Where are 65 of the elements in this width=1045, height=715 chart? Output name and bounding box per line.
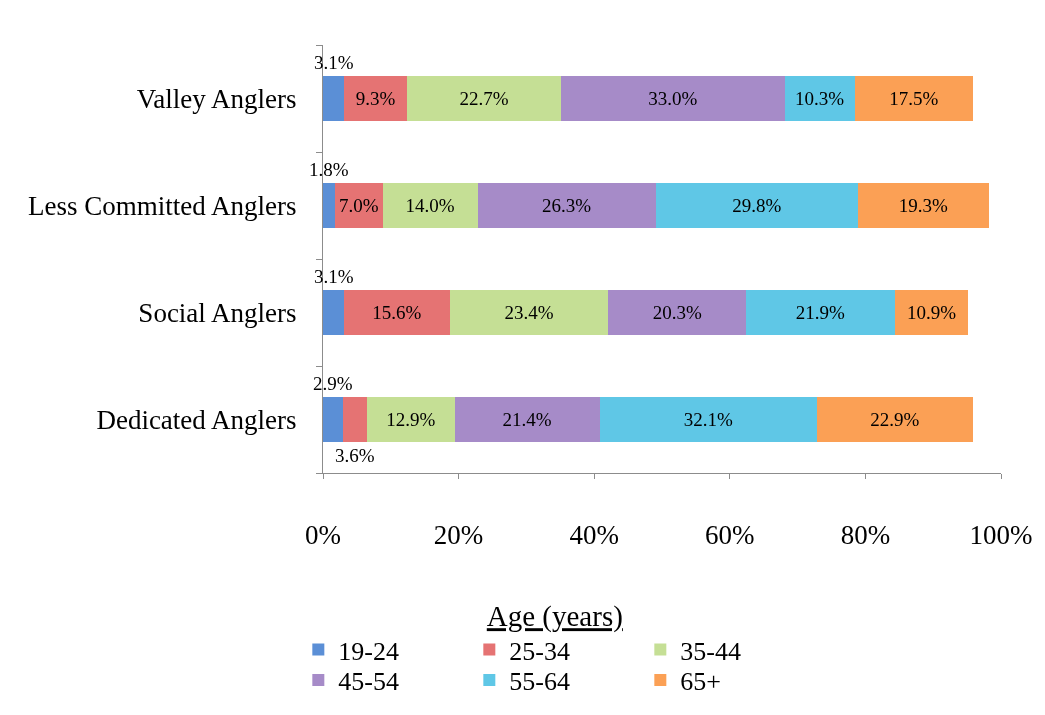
data-label: 3.1% <box>314 266 354 287</box>
bar <box>323 76 345 121</box>
y-tick-label: Less Committed Anglers <box>28 190 297 221</box>
data-label: 10.9% <box>906 302 957 323</box>
bar <box>407 76 561 121</box>
bar <box>560 76 785 121</box>
data-label: 33.0% <box>648 88 698 109</box>
data-label: 21.4% <box>502 409 552 430</box>
data-label: 21.9% <box>795 302 845 323</box>
x-tick-label: 80% <box>840 520 891 551</box>
bar <box>599 397 818 442</box>
x-tick-label: 40% <box>569 520 619 551</box>
bar <box>367 397 455 442</box>
bar <box>344 76 408 121</box>
x-tick-label: 60% <box>705 520 755 551</box>
legend-label: 65+ <box>680 667 721 697</box>
data-label: 14.0% <box>405 195 455 216</box>
bar <box>323 397 343 442</box>
data-label: 23.4% <box>504 302 554 323</box>
bar <box>608 290 747 335</box>
bar <box>746 290 895 335</box>
x-tick-label: 100% <box>969 520 1033 551</box>
data-label: 20.3% <box>652 302 702 323</box>
data-label: 12.9% <box>386 409 436 430</box>
bar <box>477 183 656 228</box>
legend-title: Age (years) <box>486 600 623 634</box>
data-label: 22.9% <box>870 409 920 430</box>
legend-label: 19-24 <box>338 636 399 666</box>
bar <box>854 76 974 121</box>
data-label: 22.7% <box>459 88 509 109</box>
bar <box>894 290 969 335</box>
bar <box>817 397 973 442</box>
bar <box>655 183 858 228</box>
bar <box>784 76 855 121</box>
data-label: 9.3% <box>355 88 396 109</box>
data-label: 3.1% <box>314 52 354 73</box>
data-label: 17.5% <box>889 88 939 109</box>
y-tick-label: Social Anglers <box>138 297 297 328</box>
bar <box>342 397 368 442</box>
data-label: 15.6% <box>372 302 422 323</box>
legend-label: 55-64 <box>509 667 570 697</box>
legend-label: 25-34 <box>509 636 570 666</box>
bar <box>449 290 609 335</box>
x-tick-label: 20% <box>433 520 484 551</box>
data-label: 1.8% <box>309 159 349 180</box>
bar <box>323 183 336 228</box>
data-label: 29.8% <box>732 195 782 216</box>
y-tick-label: Dedicated Anglers <box>96 404 297 435</box>
y-tick-label: Valley Anglers <box>136 83 297 114</box>
data-label: 7.0% <box>339 195 379 216</box>
legend-label: 35-44 <box>680 636 741 666</box>
bar <box>454 397 600 442</box>
data-label: 26.3% <box>542 195 592 216</box>
bar <box>335 183 383 228</box>
data-label: 19.3% <box>898 195 948 216</box>
legend-label: 45-54 <box>338 667 399 697</box>
bar <box>344 290 450 335</box>
bar <box>857 183 989 228</box>
bar <box>382 183 478 228</box>
data-label: 3.6% <box>335 445 375 466</box>
data-label: 32.1% <box>683 409 734 430</box>
data-label: 10.3% <box>795 88 845 109</box>
bar <box>323 290 345 335</box>
x-tick-label: 0% <box>305 520 341 551</box>
data-label: 2.9% <box>313 373 353 394</box>
